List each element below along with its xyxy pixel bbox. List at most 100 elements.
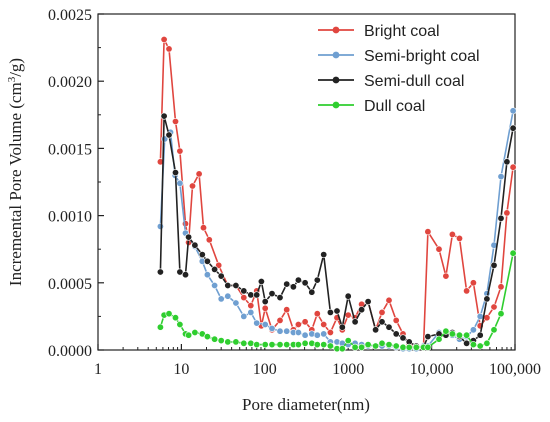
data-point-bright-coal — [215, 261, 223, 269]
data-point-dull-coal — [268, 341, 276, 349]
legend: Bright coal Semi-bright coal Semi-dull coa… — [318, 23, 480, 115]
data-point-semi-dull-coal — [476, 331, 484, 339]
data-point-semi-dull-coal — [424, 333, 432, 341]
data-point-bright-coal — [503, 209, 511, 217]
data-point-semi-dull-coal — [185, 233, 193, 241]
data-point-semi-dull-coal — [176, 268, 184, 276]
data-point-semi-dull-coal — [261, 298, 269, 306]
axes-layer: 1 10 100 1000 10,000 100,000 0.0000 0.0005 0.001… — [48, 7, 541, 378]
data-point-dull-coal — [358, 343, 366, 351]
data-point-semi-bright-coal — [240, 312, 248, 320]
data-point-semi-dull-coal — [338, 323, 346, 331]
series-layer — [156, 35, 517, 353]
data-point-semi-bright-coal — [476, 312, 484, 320]
data-point-dull-coal — [276, 341, 284, 349]
data-point-bright-coal — [483, 314, 491, 322]
data-point-semi-dull-coal — [509, 124, 517, 132]
data-point-dull-coal — [156, 323, 164, 331]
data-point-semi-dull-coal — [217, 272, 225, 280]
data-point-semi-dull-coal — [198, 251, 206, 259]
data-point-dull-coal — [326, 342, 334, 350]
data-point-dull-coal — [313, 341, 321, 349]
data-point-semi-dull-coal — [392, 330, 400, 338]
data-point-bright-coal — [344, 311, 352, 319]
data-point-dull-coal — [294, 341, 302, 349]
data-point-semi-bright-coal — [268, 324, 276, 332]
legend-swatch-marker — [332, 51, 340, 59]
y-axis-title-sup: 3 — [6, 76, 18, 82]
data-point-semi-dull-coal — [289, 283, 297, 291]
data-point-semi-dull-coal — [308, 288, 316, 296]
data-point-dull-coal — [448, 330, 456, 338]
data-point-semi-dull-coal — [165, 131, 173, 139]
data-point-semi-dull-coal — [364, 298, 372, 306]
data-point-dull-coal — [455, 331, 463, 339]
data-point-semi-dull-coal — [276, 294, 284, 302]
data-point-dull-coal — [399, 343, 407, 351]
data-point-dull-coal — [372, 342, 380, 350]
y-axis-title-main: Incremental Pore Volume (cm — [6, 82, 25, 286]
data-point-semi-dull-coal — [156, 268, 164, 276]
data-point-semi-dull-coal — [483, 295, 491, 303]
legend-label-bright-coal: Bright coal — [364, 23, 440, 40]
data-point-semi-bright-coal — [469, 326, 477, 334]
x-tick-label: 1 — [94, 361, 102, 378]
data-point-semi-dull-coal — [497, 214, 505, 222]
y-axis-title: Incremental Pore Volume (cm3/g) — [6, 58, 25, 286]
data-point-bright-coal — [261, 304, 269, 312]
data-point-semi-dull-coal — [247, 291, 255, 299]
data-point-semi-dull-coal — [294, 276, 302, 284]
x-tick-label: 1000 — [332, 361, 364, 378]
data-point-bright-coal — [189, 182, 197, 190]
data-point-bright-coal — [424, 228, 432, 236]
data-point-dull-coal — [392, 342, 400, 350]
data-point-dull-coal — [172, 314, 180, 322]
data-point-bright-coal — [294, 320, 302, 328]
data-point-semi-dull-coal — [351, 318, 359, 326]
data-point-dull-coal — [412, 343, 420, 351]
data-point-bright-coal — [378, 308, 386, 316]
data-point-dull-coal — [483, 339, 491, 347]
data-point-dull-coal — [385, 341, 393, 349]
data-point-dull-coal — [320, 341, 328, 349]
data-point-semi-bright-coal — [283, 327, 291, 335]
series-bright-coal — [156, 35, 517, 351]
data-point-semi-dull-coal — [257, 277, 265, 285]
data-point-bright-coal — [490, 303, 498, 311]
legend-label-dull-coal: Dull coal — [364, 98, 425, 115]
data-point-semi-dull-coal — [490, 261, 498, 269]
data-point-dull-coal — [191, 328, 199, 336]
data-point-dull-coal — [469, 341, 477, 349]
data-point-bright-coal — [469, 279, 477, 287]
y-tick-label: 0.0020 — [48, 74, 92, 91]
data-point-bright-coal — [176, 147, 184, 155]
x-axis-title: Pore diameter(nm) — [242, 395, 370, 414]
data-point-dull-coal — [490, 326, 498, 334]
data-point-bright-coal — [276, 316, 284, 324]
data-point-semi-bright-coal — [313, 331, 321, 339]
legend-swatch-marker — [332, 76, 340, 84]
data-point-dull-coal — [344, 337, 352, 345]
data-point-dull-coal — [338, 345, 346, 353]
data-point-dull-coal — [253, 341, 261, 349]
series-dull-coal — [156, 249, 517, 353]
data-point-semi-dull-coal — [378, 318, 386, 326]
data-point-semi-bright-coal — [247, 308, 255, 316]
legend-label-semi-bright-coal: Semi-bright coal — [364, 48, 480, 65]
data-point-bright-coal — [200, 224, 208, 232]
data-point-bright-coal — [509, 163, 517, 171]
data-point-semi-dull-coal — [333, 307, 341, 315]
data-point-semi-bright-coal — [301, 331, 309, 339]
data-point-dull-coal — [165, 310, 173, 318]
data-point-semi-dull-coal — [160, 112, 168, 120]
data-point-dull-coal — [203, 333, 211, 341]
data-point-dull-coal — [476, 342, 484, 350]
data-point-dull-coal — [185, 331, 193, 339]
data-point-dull-coal — [261, 341, 269, 349]
data-point-semi-dull-coal — [358, 306, 366, 314]
data-point-semi-dull-coal — [372, 326, 380, 334]
y-tick-label: 0.0025 — [48, 7, 92, 24]
data-point-bright-coal — [172, 118, 180, 126]
data-point-dull-coal — [424, 343, 432, 351]
